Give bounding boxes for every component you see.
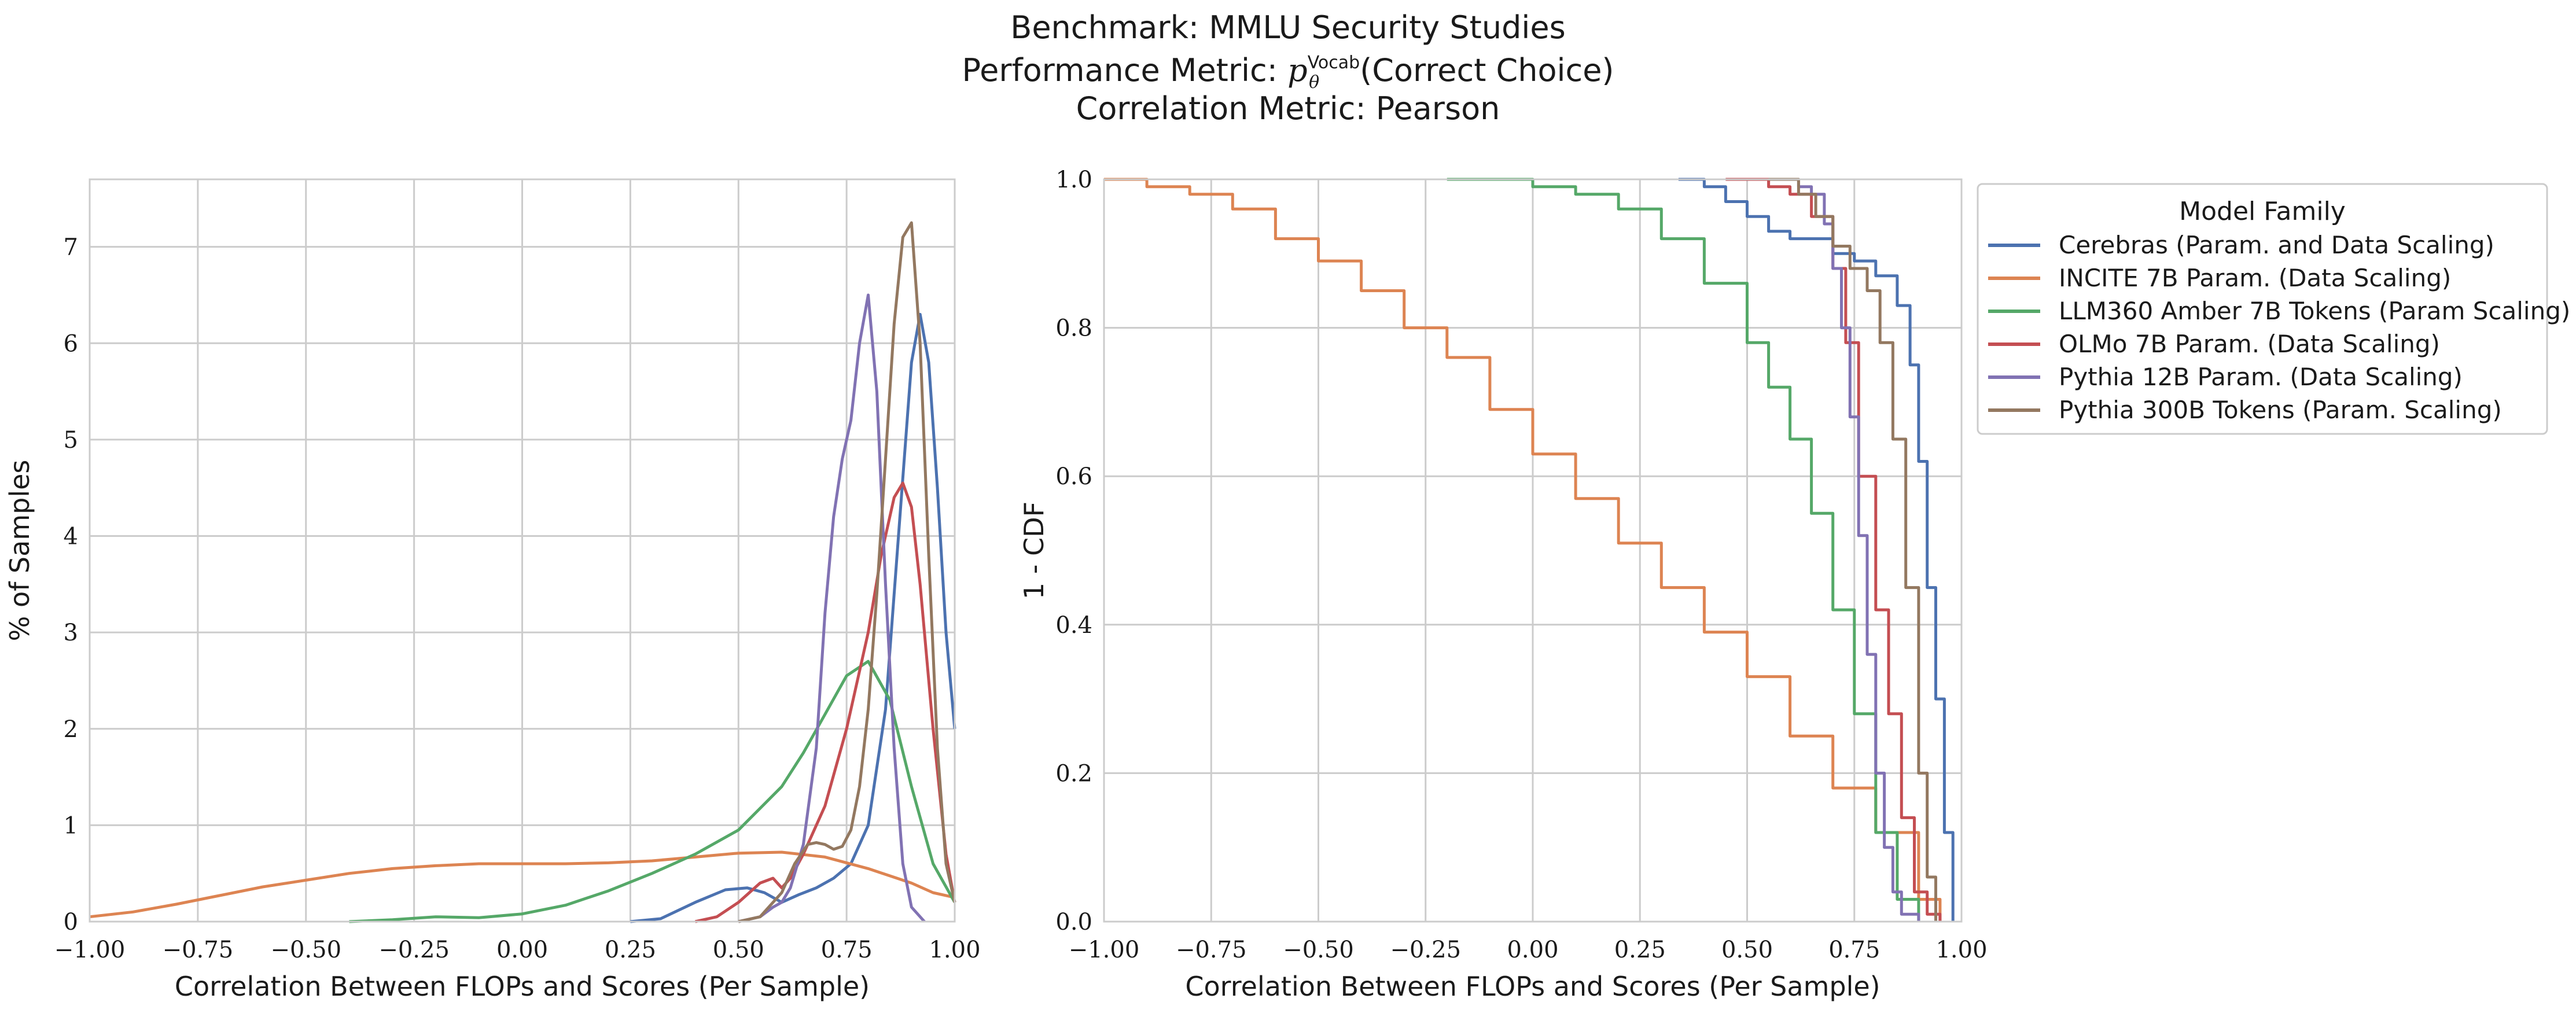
cdf-x-tick-label: −0.25 xyxy=(1390,937,1461,963)
cdf-series-cerebras-param-and-data-scaling xyxy=(1678,178,1955,922)
figure-title: Benchmark: MMLU Security Studies Perform… xyxy=(962,9,1614,127)
cdf-x-tick-labels: −1.00 −0.75 −0.50 −0.25 0.00 0.25 0.50 0.75 1.00 xyxy=(1069,937,1988,963)
kde-y-tick-label: 0 xyxy=(64,909,78,935)
legend-label: LLM360 Amber 7B Tokens (Param Scaling) xyxy=(2059,297,2570,325)
kde-x-axis-label: Correlation Between FLOPs and Scores (Pe… xyxy=(175,971,870,1002)
title-line-3: Correlation Metric: Pearson xyxy=(1076,90,1500,127)
kde-series-group xyxy=(89,221,956,923)
legend-item-pythia-300b-tokens-param-scaling: Pythia 300B Tokens (Param. Scaling) xyxy=(1988,396,2502,424)
kde-axes-frame xyxy=(89,178,956,923)
legend-item-pythia-12b-param-data-scaling: Pythia 12B Param. (Data Scaling) xyxy=(1988,363,2463,391)
kde-series-pythia-300b-tokens-param-scaling xyxy=(738,221,956,923)
kde-y-axis-label: % of Samples xyxy=(4,460,35,642)
cdf-axes-frame xyxy=(1103,178,1963,923)
title-line-1: Benchmark: MMLU Security Studies xyxy=(1010,9,1565,46)
cdf-y-axis-label: 1 - CDF xyxy=(1018,502,1050,599)
kde-series-olmo-7b-param-data-scaling xyxy=(694,481,956,923)
cdf-y-tick-label: 0.0 xyxy=(1055,909,1092,935)
cdf-series-incite-7b-param-data-scaling xyxy=(1104,178,1942,922)
legend-label: INCITE 7B Param. (Data Scaling) xyxy=(2059,264,2451,292)
cdf-y-tick-labels: 0.0 0.2 0.4 0.6 0.8 1.0 xyxy=(1055,167,1092,935)
cdf-x-tick-label: 0.50 xyxy=(1721,937,1773,963)
legend-item-llm360-amber-7b-tokens-param-scaling: LLM360 Amber 7B Tokens (Param Scaling) xyxy=(1988,297,2570,325)
kde-y-tick-labels: 0 1 2 3 4 5 6 7 xyxy=(64,234,78,935)
legend-item-cerebras-param-and-data-scaling: Cerebras (Param. and Data Scaling) xyxy=(1988,231,2494,259)
kde-x-tick-label: 1.00 xyxy=(929,937,980,963)
title-line-2-superscript: Vocab xyxy=(1308,53,1360,73)
cdf-x-axis-label: Correlation Between FLOPs and Scores (Pe… xyxy=(1185,971,1880,1002)
legend-label: OLMo 7B Param. (Data Scaling) xyxy=(2059,330,2440,358)
kde-x-tick-label: −0.75 xyxy=(163,937,234,963)
cdf-x-tick-label: −1.00 xyxy=(1069,937,1140,963)
cdf-x-tick-label: 0.25 xyxy=(1614,937,1666,963)
cdf-y-tick-label: 0.4 xyxy=(1055,612,1092,639)
cdf-series-group xyxy=(1104,178,1955,922)
kde-y-tick-label: 6 xyxy=(64,330,78,357)
cdf-x-tick-label: −0.50 xyxy=(1283,937,1354,963)
legend-title: Model Family xyxy=(2179,197,2346,226)
kde-y-tick-label: 3 xyxy=(64,620,78,646)
legend-items: Cerebras (Param. and Data Scaling) INCITE… xyxy=(1988,231,2570,424)
kde-series-cerebras-param-and-data-scaling xyxy=(630,312,956,923)
kde-y-tick-label: 2 xyxy=(64,716,78,743)
title-line-2-prefix: Performance Metric: xyxy=(962,52,1288,89)
kde-x-tick-label: 0.50 xyxy=(713,937,764,963)
kde-x-tick-labels: −1.00 −0.75 −0.50 −0.25 0.00 0.25 0.50 0.75 1.00 xyxy=(54,937,981,963)
cdf-y-tick-label: 0.2 xyxy=(1055,760,1092,787)
cdf-x-tick-label: −0.75 xyxy=(1176,937,1247,963)
kde-y-tick-label: 7 xyxy=(64,234,78,261)
cdf-plot: −1.00 −0.75 −0.50 −0.25 0.00 0.25 0.50 0.75 1.00… xyxy=(1018,167,1988,1002)
kde-x-tick-label: 0.75 xyxy=(821,937,873,963)
title-line-2-suffix: (Correct Choice) xyxy=(1360,52,1614,89)
cdf-x-tick-label: 0.00 xyxy=(1507,937,1558,963)
title-line-2: Performance Metric: pVocab θ (Correct Choi… xyxy=(962,52,1614,93)
legend-label: Pythia 300B Tokens (Param. Scaling) xyxy=(2059,396,2502,424)
kde-x-tick-label: 0.25 xyxy=(605,937,656,963)
cdf-series-pythia-300b-tokens-param-scaling xyxy=(1768,178,1937,922)
title-line-2-subscript: θ xyxy=(1309,72,1319,93)
legend-label: Cerebras (Param. and Data Scaling) xyxy=(2059,231,2494,259)
cdf-y-tick-label: 1.0 xyxy=(1055,167,1092,193)
kde-x-tick-label: −1.00 xyxy=(54,937,126,963)
kde-y-tick-label: 4 xyxy=(64,524,78,550)
legend-box xyxy=(1977,183,2548,435)
kde-series-pythia-12b-param-data-scaling xyxy=(738,293,926,923)
kde-series-incite-7b-param-data-scaling xyxy=(89,850,955,919)
cdf-y-tick-label: 0.8 xyxy=(1055,315,1092,342)
kde-plot: −1.00 −0.75 −0.50 −0.25 0.00 0.25 0.50 0.75 1.00… xyxy=(4,178,981,1002)
legend-item-olmo-7b-param-data-scaling: OLMo 7B Param. (Data Scaling) xyxy=(1988,330,2440,358)
legend-item-incite-7b-param-data-scaling: INCITE 7B Param. (Data Scaling) xyxy=(1988,264,2451,292)
cdf-x-tick-label: 0.75 xyxy=(1828,937,1880,963)
legend-label: Pythia 12B Param. (Data Scaling) xyxy=(2059,363,2463,391)
kde-y-tick-label: 5 xyxy=(64,427,78,454)
kde-x-tick-label: −0.25 xyxy=(378,937,450,963)
cdf-y-tick-label: 0.6 xyxy=(1055,463,1092,490)
legend: Model Family Cerebras (Param. and Data S… xyxy=(1977,183,2570,435)
kde-series-llm360-amber-7b-tokens-param-scaling xyxy=(349,660,956,923)
title-line-2-symbol: p xyxy=(1287,52,1308,89)
cdf-x-tick-label: 1.00 xyxy=(1935,937,1987,963)
kde-x-tick-label: −0.50 xyxy=(270,937,341,963)
kde-x-tick-label: 0.00 xyxy=(496,937,548,963)
kde-y-tick-label: 1 xyxy=(64,812,78,839)
